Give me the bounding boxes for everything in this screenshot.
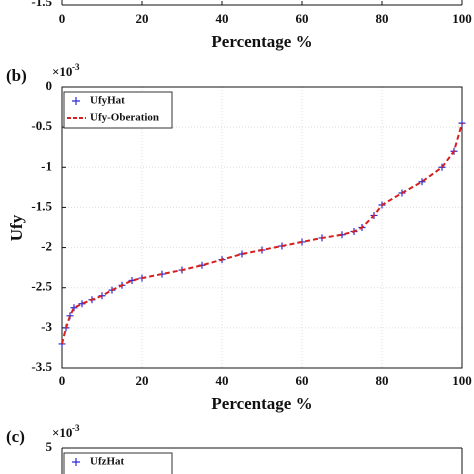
x-tick-label: 40 [216,11,229,26]
x-tick-label: 20 [136,373,149,388]
y-tick-label: -2 [41,239,52,254]
x-tick-label: 0 [59,373,66,388]
y-tick-label: -1.5 [31,0,52,9]
x-axis-label: Percentage % [211,32,312,51]
panel-label: (c) [6,427,25,446]
x-tick-label: 60 [296,11,309,26]
marker [418,178,426,186]
y-tick-label: -0.5 [31,118,52,133]
y-tick-label: 5 [46,439,53,454]
y-axis-label: Ufy [7,214,26,241]
legend-label: UfyHat [90,95,125,107]
legend-label: Ufy-Oberation [90,112,159,124]
y-tick-label: -1.5 [31,198,52,213]
y-tick-label: -3.5 [31,359,52,374]
legend-box [63,91,173,129]
series-line [61,122,463,345]
legend-marker [72,458,80,466]
marker [70,304,78,312]
x-tick-label: 40 [216,373,229,388]
x-tick-label: 100 [452,11,472,26]
y-tick-label: 0 [46,78,53,93]
x-tick-label: 0 [59,11,66,26]
plot-frame [61,86,463,369]
multiplier-base: ×10 [52,425,72,440]
y-tick-label: -2.5 [31,279,52,294]
legend-box [63,452,173,474]
x-axis-label: Percentage % [211,394,312,413]
marker [438,163,446,171]
legend-label: UfzHat [90,456,125,468]
x-tick-label: 100 [452,373,472,388]
y-tick-label: -3 [41,319,52,334]
legend-marker [72,97,80,105]
multiplier-exponent: -3 [72,423,80,433]
multiplier-exponent: -3 [72,62,80,72]
y-tick-label: -1 [41,158,52,173]
x-tick-label: 80 [376,373,389,388]
multiplier-base: ×10 [52,64,72,79]
panel-label: (b) [6,66,27,85]
legend-label: Ufz-Oberation [90,473,158,474]
x-tick-label: 80 [376,11,389,26]
x-tick-label: 20 [136,11,149,26]
x-tick-label: 60 [296,373,309,388]
